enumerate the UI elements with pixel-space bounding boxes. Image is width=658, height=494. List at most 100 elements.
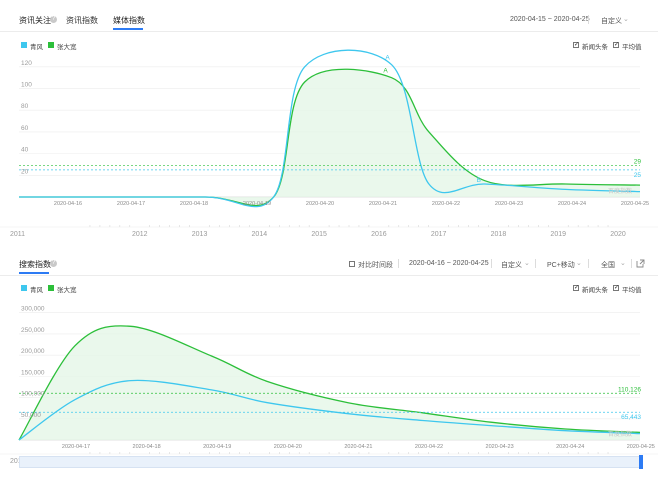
x-tick-label: 2020-04-20 xyxy=(306,201,334,207)
timeline-year-label: 2011 xyxy=(10,458,25,465)
average-value-label: 25 xyxy=(634,172,642,179)
y-tick-label: 100,000 xyxy=(21,391,45,398)
chevron-down-icon[interactable]: ⌄ xyxy=(576,260,582,267)
timeline-year-label: 2014 xyxy=(252,231,268,238)
x-tick-label: 2020-04-17 xyxy=(117,201,145,207)
divider xyxy=(535,259,536,268)
legend-label-zhangdakuan[interactable]: 张大宽 xyxy=(57,287,77,294)
tab-media-index[interactable]: 媒体指数 xyxy=(113,16,145,25)
x-tick-label: 2020-04-21 xyxy=(369,201,397,207)
x-tick-label: 2020-04-23 xyxy=(486,444,514,450)
average-value-label: 110,126 xyxy=(618,386,641,393)
timeline-year-label: 2017 xyxy=(431,231,447,238)
news-headline-label: 新闻头条 xyxy=(582,287,608,294)
x-tick-label: 2020-04-19 xyxy=(203,444,231,450)
info-icon[interactable]: ? xyxy=(50,16,57,23)
date-range-picker[interactable]: 2020-04-15 ~ 2020-04-25 xyxy=(510,16,590,23)
y-tick-label: 250,000 xyxy=(21,327,45,334)
y-tick-label: 300,000 xyxy=(21,306,45,313)
legend-label-qingfeng[interactable]: 青风 xyxy=(30,287,43,294)
news-headline-checkbox[interactable]: ✓ xyxy=(573,285,580,291)
watermark: 百度指数 xyxy=(608,189,633,195)
average-checkbox[interactable]: ✓ xyxy=(613,285,620,291)
chevron-down-icon[interactable]: ⌄ xyxy=(620,260,626,267)
divider xyxy=(398,259,399,268)
news-headline-checkbox[interactable]: ✓ xyxy=(573,42,580,48)
event-marker: A xyxy=(383,68,388,75)
x-tick-label: 2020-04-25 xyxy=(627,444,655,450)
timeline-scroller[interactable] xyxy=(19,456,643,468)
compare-period-label[interactable]: 对比时间段 xyxy=(358,262,393,269)
timeline-year-label: 2016 xyxy=(371,231,387,238)
tab-news-index[interactable]: 资讯指数 xyxy=(66,16,98,25)
date-range-picker[interactable]: 2020-04-16 ~ 2020-04-25 xyxy=(409,260,489,267)
series-line-qingfeng xyxy=(19,49,641,208)
y-tick-label: 80 xyxy=(21,103,29,110)
divider xyxy=(588,259,589,268)
x-tick-label: 2020-04-24 xyxy=(556,444,584,450)
news-headline-label: 新闻头条 xyxy=(582,44,608,51)
x-tick-label: 2020-04-25 xyxy=(621,201,649,207)
device-select[interactable]: PC+移动 xyxy=(547,262,575,269)
timeline-year-label: 2011 xyxy=(10,231,25,238)
share-icon[interactable] xyxy=(636,259,645,268)
y-tick-label: 50,000 xyxy=(21,412,41,419)
y-tick-label: 150,000 xyxy=(21,369,45,376)
x-tick-label: 2020-04-18 xyxy=(180,201,208,207)
info-icon[interactable]: ? xyxy=(50,260,57,267)
tab-news-attention[interactable]: 资讯关注 xyxy=(19,16,51,25)
series-line-qingfeng xyxy=(18,379,641,441)
y-tick-label: 60 xyxy=(21,125,29,132)
x-tick-label: 2020-04-24 xyxy=(558,201,586,207)
average-checkbox[interactable]: ✓ xyxy=(613,42,620,48)
search-index-title[interactable]: 搜索指数 xyxy=(19,260,51,269)
divider xyxy=(631,259,632,268)
timeline-year-label: 2018 xyxy=(491,231,507,238)
x-tick-label: 2020-04-21 xyxy=(344,444,372,450)
series-line-zhangdakuan xyxy=(18,325,641,441)
legend-swatch-zhangdakuan xyxy=(48,42,54,48)
legend-label-zhangdakuan[interactable]: 张大宽 xyxy=(57,44,77,51)
timeline-year-label: 2013 xyxy=(192,231,208,238)
active-tab-underline xyxy=(19,272,49,274)
x-tick-label: 2020-04-23 xyxy=(495,201,523,207)
legend-label-qingfeng[interactable]: 青风 xyxy=(30,44,43,51)
header-divider xyxy=(0,31,658,32)
series-area-zhangdakuan xyxy=(19,325,640,440)
timeline-year-label: 2019 xyxy=(550,231,566,238)
region-select[interactable]: 全国 xyxy=(601,262,615,269)
compare-period-checkbox[interactable] xyxy=(349,261,355,267)
event-marker: B xyxy=(477,177,481,184)
x-tick-label: 2020-04-16 xyxy=(54,201,82,207)
x-tick-label: 2020-04-17 xyxy=(62,444,90,450)
x-tick-label: 2020-04-19 xyxy=(243,201,271,207)
legend-swatch-qingfeng xyxy=(21,285,27,291)
legend-swatch-qingfeng xyxy=(21,42,27,48)
chevron-down-icon[interactable]: ⌄ xyxy=(524,260,530,267)
event-marker: A xyxy=(385,55,390,62)
x-tick-label: 2020-04-18 xyxy=(133,444,161,450)
timeline-year-label: 2012 xyxy=(132,231,148,238)
average-label: 平均值 xyxy=(622,287,642,294)
period-select[interactable]: 自定义 xyxy=(501,262,522,269)
series-area-zhangdakuan xyxy=(19,69,640,206)
y-tick-label: 120 xyxy=(21,60,32,67)
period-select[interactable]: 自定义 xyxy=(601,18,622,25)
y-tick-label: 40 xyxy=(21,147,29,154)
x-tick-label: 2020-04-22 xyxy=(432,201,460,207)
active-tab-underline xyxy=(113,28,143,30)
y-tick-label: 20 xyxy=(21,168,29,175)
average-value-label: 65,443 xyxy=(621,414,641,421)
timeline-year-label: 2015 xyxy=(311,231,327,238)
average-value-label: 29 xyxy=(634,159,642,166)
timeline-range-handle[interactable] xyxy=(639,455,643,469)
header-divider xyxy=(0,275,658,276)
y-tick-label: 200,000 xyxy=(21,348,45,355)
chevron-down-icon[interactable]: ⌄ xyxy=(623,16,629,23)
y-tick-label: 100 xyxy=(21,82,32,89)
x-tick-label: 2020-04-22 xyxy=(415,444,443,450)
x-tick-label: 2020-04-20 xyxy=(274,444,302,450)
average-label: 平均值 xyxy=(622,44,642,51)
timeline-year-label: 2020 xyxy=(610,231,626,238)
